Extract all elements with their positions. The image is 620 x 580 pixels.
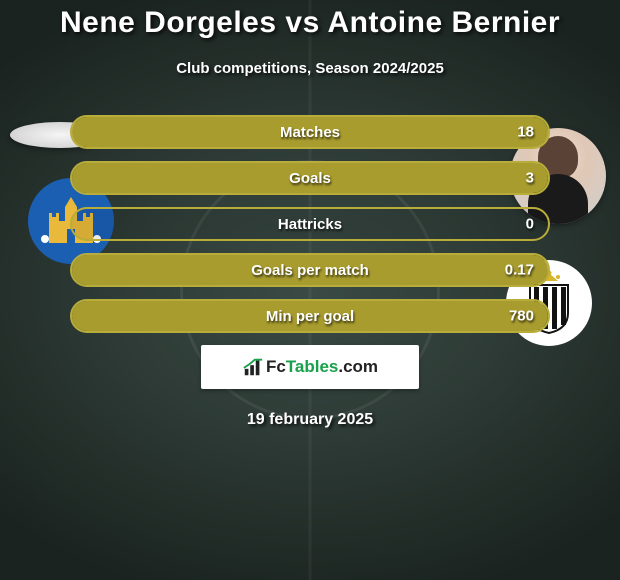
stat-value-right: 0	[526, 216, 534, 233]
stat-value-right: 780	[509, 308, 534, 325]
stat-label: Goals per match	[72, 262, 548, 279]
bars-icon	[242, 356, 264, 378]
vs-label: vs	[285, 6, 319, 39]
stat-row: Hattricks0	[70, 207, 550, 241]
brand-text: FcTables.com	[266, 357, 378, 377]
subtitle: Club competitions, Season 2024/2025	[0, 60, 620, 77]
player-a-name: Nene Dorgeles	[60, 6, 277, 39]
brand-badge[interactable]: FcTables.com	[201, 345, 419, 389]
stat-label: Min per goal	[72, 308, 548, 325]
stat-row: Matches18	[70, 115, 550, 149]
widget: Nene Dorgeles vs Antoine Bernier Club co…	[0, 0, 620, 429]
stat-value-right: 18	[517, 124, 534, 141]
stat-row: Goals per match0.17	[70, 253, 550, 287]
date-label: 19 february 2025	[0, 411, 620, 429]
stat-value-right: 3	[526, 170, 534, 187]
page-title: Nene Dorgeles vs Antoine Bernier	[0, 6, 620, 40]
stat-label: Goals	[72, 170, 548, 187]
stat-label: Matches	[72, 124, 548, 141]
stats-list: Matches18 Goals3 Hattricks0 Goals per match…	[70, 115, 550, 333]
stat-row: Goals3	[70, 161, 550, 195]
stat-value-right: 0.17	[505, 262, 534, 279]
player-b-name: Antoine Bernier	[328, 6, 561, 39]
stat-row: Min per goal780	[70, 299, 550, 333]
stat-label: Hattricks	[72, 216, 548, 233]
